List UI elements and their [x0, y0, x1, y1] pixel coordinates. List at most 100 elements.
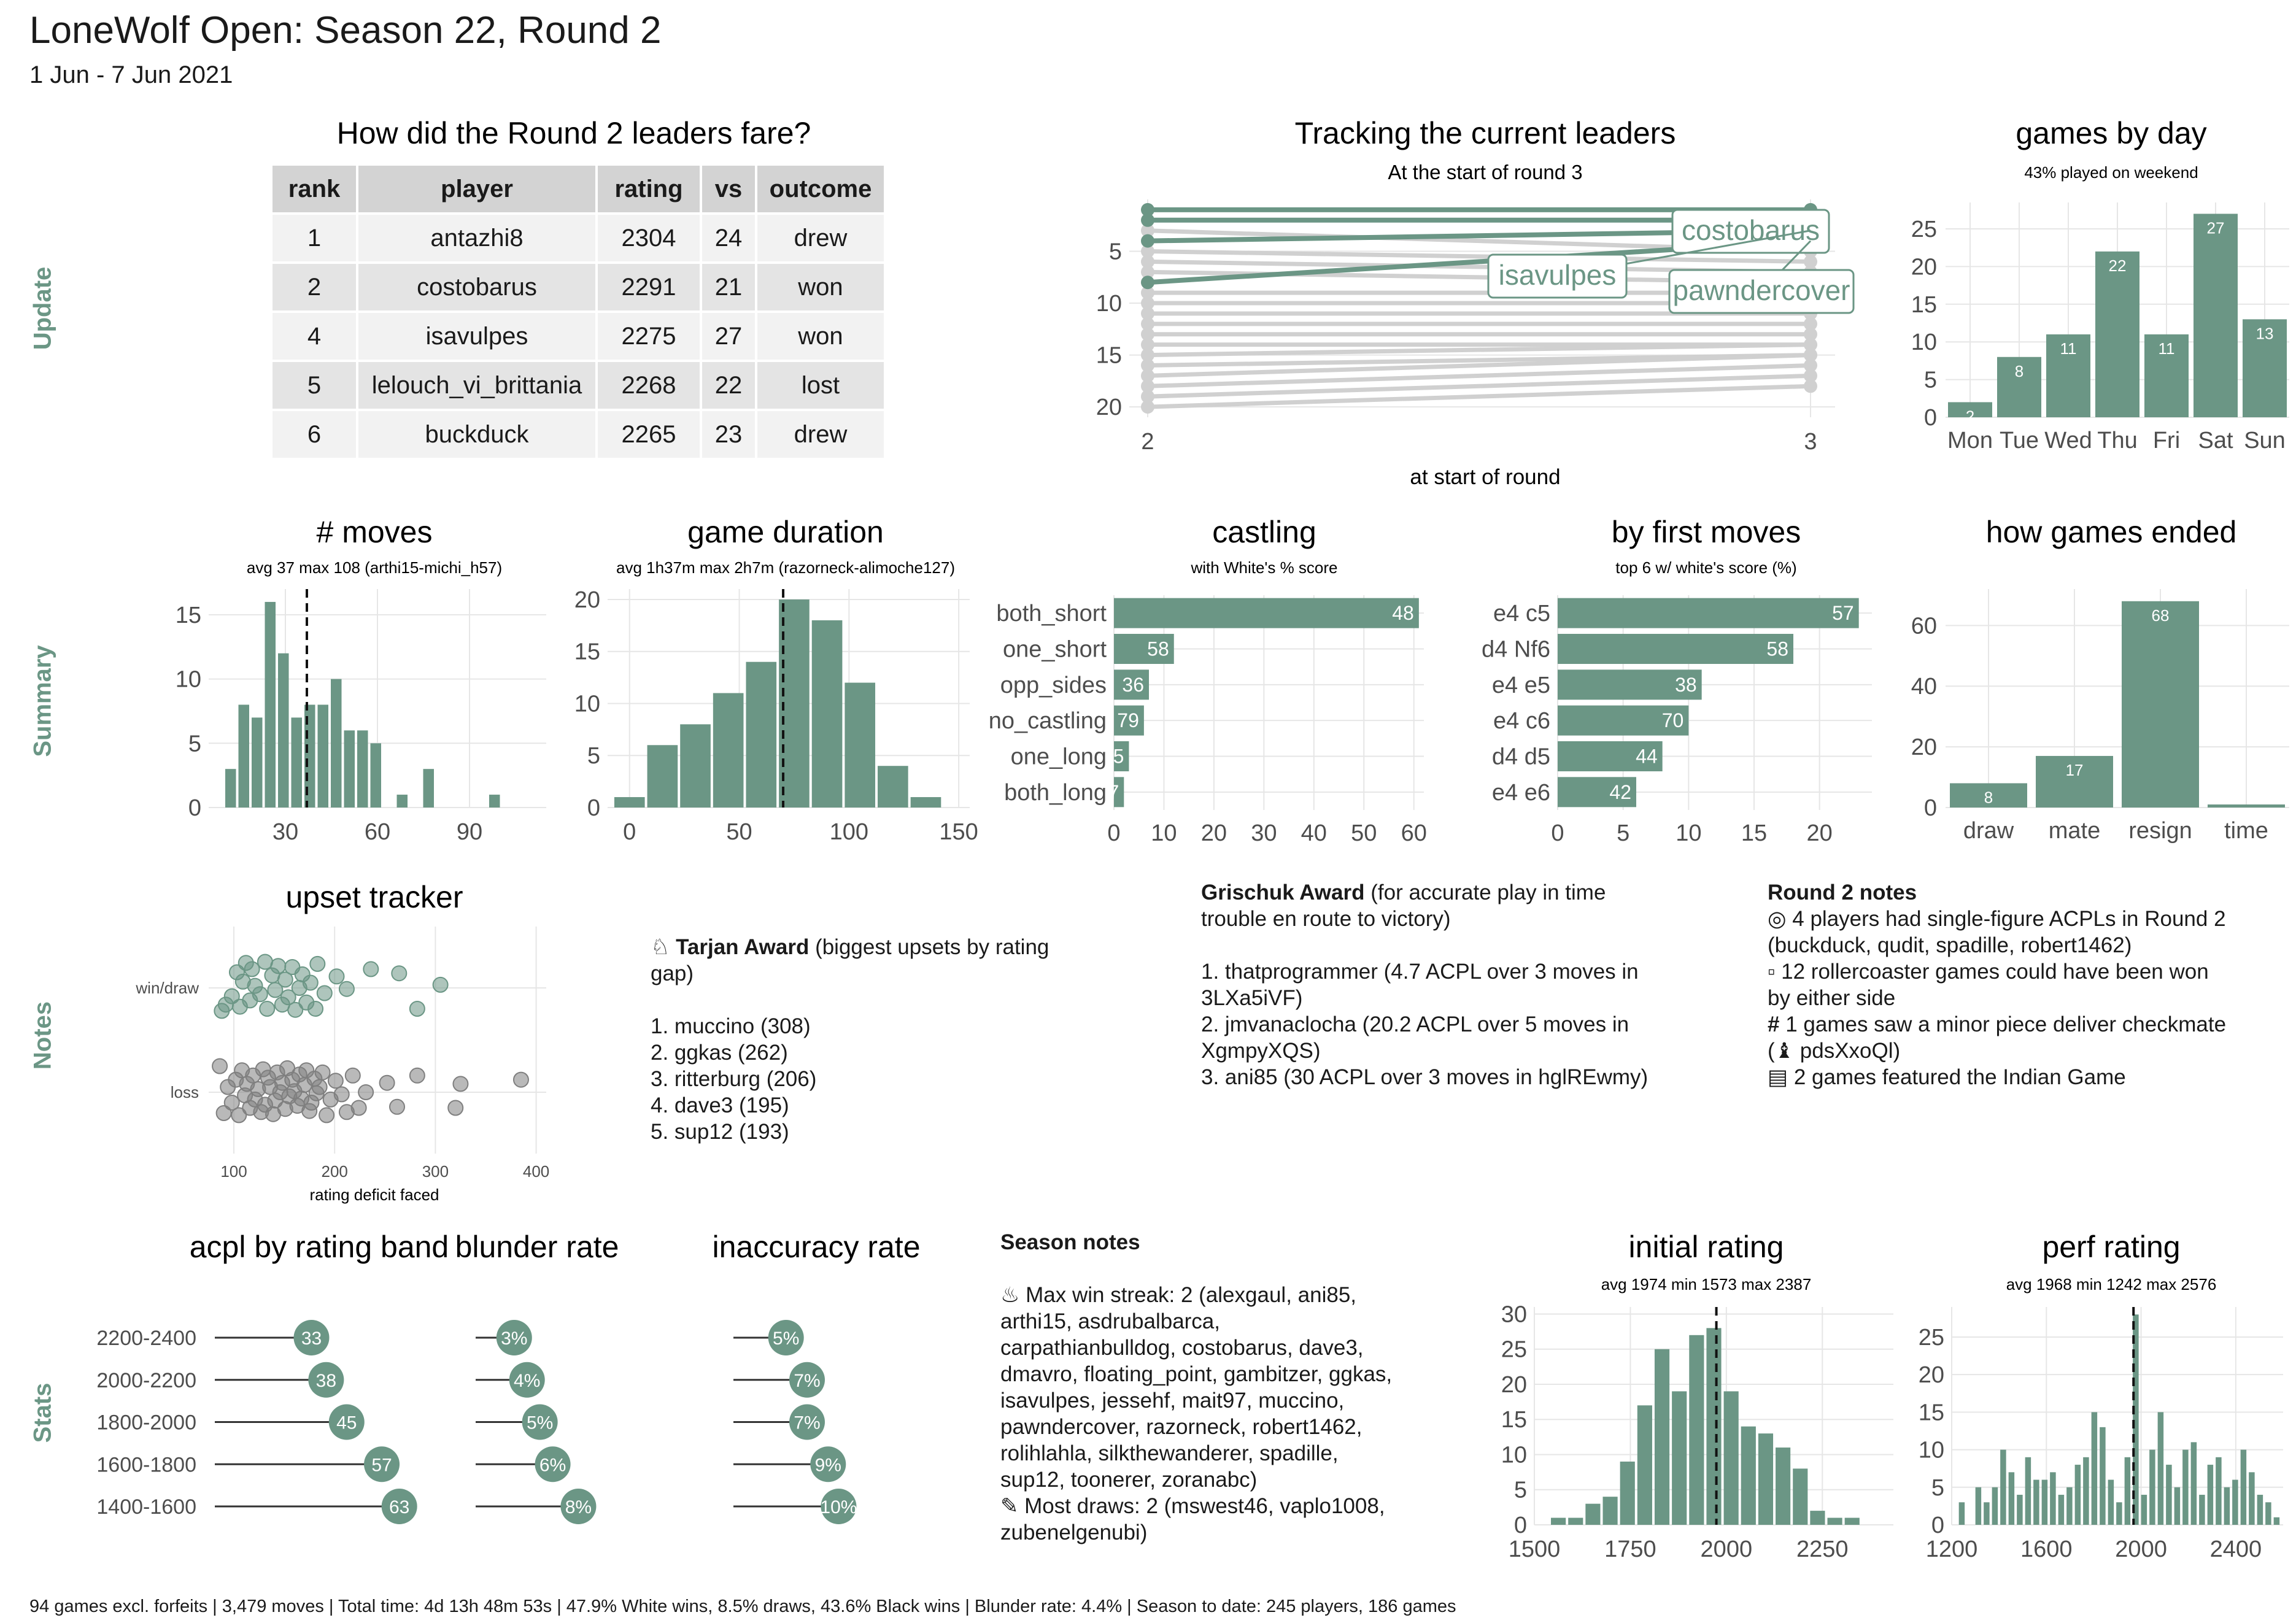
data-label: 7%: [794, 1371, 820, 1391]
data-label: 44: [1636, 746, 1658, 768]
scatter-point: [223, 1095, 240, 1111]
histogram-bar: [2050, 1472, 2056, 1525]
list-item: XgmpyXQS): [1201, 1039, 1321, 1063]
scatter-point: [270, 958, 287, 974]
series-point: [1141, 296, 1154, 310]
scatter-point: [267, 982, 284, 998]
x-tick-label: 30: [1251, 820, 1277, 846]
histogram-bar: [2190, 1442, 2197, 1525]
castling-chart: 0 10 20 30 40 50 60 48 both_short 58 one_short 36 op…: [989, 595, 1427, 846]
lollipop-point: [308, 1362, 344, 1398]
x-tick-label: 1600: [2020, 1536, 2073, 1562]
tracking-xlabel: at start of round: [1410, 465, 1561, 489]
tracking-title: Tracking the current leaders: [1294, 116, 1676, 150]
tracking-subtitle: At the start of round 3: [1388, 161, 1583, 183]
histogram-bar: [1672, 1391, 1687, 1525]
scatter-point: [327, 1073, 344, 1089]
series-line: [1147, 249, 1811, 264]
histogram-bar: [845, 682, 876, 808]
y-tick-label: one_short: [1003, 637, 1107, 663]
y-tick-label: 20: [1096, 395, 1122, 420]
series-point: [1141, 286, 1154, 300]
y-tick-label: 10: [176, 667, 201, 693]
list-item: 3. ani85 (30 ACPL over 3 moves in hglREw…: [1201, 1065, 1649, 1089]
season-notes-heading: Season notes: [1000, 1230, 1140, 1254]
scatter-point: [452, 1076, 469, 1092]
row-label-update: Update: [29, 266, 56, 350]
x-tick-label: 10: [1151, 820, 1177, 846]
column-header: rank: [273, 166, 356, 212]
x-tick-label: 2250: [1796, 1536, 1849, 1562]
histogram-bar: [1758, 1433, 1774, 1525]
bar: [2144, 334, 2189, 417]
footer-summary: 94 games excl. forfeits | 3,479 moves | …: [29, 1597, 1456, 1616]
scatter-point: [409, 1067, 425, 1084]
histogram-bar: [2273, 1517, 2280, 1525]
lollipop-point: [768, 1320, 804, 1355]
bar: [2194, 214, 2238, 417]
bar: [2122, 601, 2199, 808]
y-tick-label: 25: [1919, 1325, 1944, 1351]
list-item: 1. thatprogrammer (4.7 ACPL over 3 moves…: [1201, 960, 1639, 984]
acpl-chart: 2200-2400 33 2000-2200 38 1800-2000 45 1600-18…: [96, 1320, 417, 1524]
x-tick-label: 100: [220, 1162, 247, 1181]
y-tick-label: 0: [188, 795, 201, 821]
data-label: 79: [1117, 709, 1139, 731]
table-cell: lelouch_vi_brittania: [358, 362, 595, 409]
bar: [2243, 319, 2287, 417]
bar: [1558, 598, 1859, 628]
scatter-point: [338, 981, 355, 997]
x-tick-label: 60: [1401, 820, 1427, 846]
scatter-point: [512, 1071, 529, 1088]
series-point: [1804, 348, 1817, 362]
scatter-point: [447, 1100, 464, 1116]
data-label: 5%: [773, 1328, 799, 1349]
x-tick-label: resign: [2128, 818, 2192, 844]
histogram-bar: [278, 653, 289, 808]
x-tick-label: 0: [1107, 820, 1120, 846]
data-label: 7%: [794, 1413, 820, 1433]
x-tick-label: 100: [830, 819, 868, 845]
y-tick-label: d4 d5: [1492, 744, 1550, 770]
scatter-point: [311, 1079, 328, 1095]
data-label: 5%: [527, 1413, 553, 1433]
data-label: 27: [2207, 218, 2225, 237]
y-tick-label: 20: [1911, 254, 1937, 280]
y-tick-label: 40: [1911, 674, 1937, 700]
x-tick-label: Fri: [2153, 428, 2180, 453]
round-notes: Round 2 notes ◎ 4 players had single-fig…: [1768, 881, 2227, 1089]
histogram-bar: [1984, 1502, 1990, 1525]
lollipop-point: [381, 1489, 417, 1524]
histogram-bar: [2257, 1495, 2263, 1525]
scatter-point: [231, 1107, 247, 1124]
x-tick-label: Sat: [2198, 428, 2233, 453]
histogram-bar: [2116, 1502, 2122, 1525]
lollipop-point: [789, 1362, 825, 1398]
tarjan-award-note: ♘ Tarjan Award (biggest upsets by rating…: [651, 934, 1049, 1145]
scatter-point: [314, 1064, 331, 1081]
table-row: 4 isavulpes 2275 27 won: [273, 313, 884, 360]
histogram-bar: [713, 693, 744, 808]
histogram-bar: [238, 704, 249, 808]
histogram-bar: [878, 766, 908, 808]
histogram-bar: [2066, 1487, 2073, 1525]
x-tick-label: Wed: [2044, 428, 2092, 453]
scatter-point: [252, 986, 268, 1003]
upsets-xlabel: rating deficit faced: [309, 1185, 439, 1204]
scatter-point: [212, 1058, 228, 1074]
y-tick-label: both_short: [996, 601, 1107, 626]
scatter-point: [358, 1084, 374, 1100]
histogram-bar: [252, 717, 263, 808]
games-by-day-chart: 0 5 10 15 20 25 2 Mon 8 Tue 11 Wed 22 Thu 11 Fri 27 Sat 13…: [1911, 202, 2289, 453]
series-point-highlight: [1141, 202, 1154, 217]
histogram-bar: [1958, 1502, 1965, 1525]
data-label: 11: [2159, 339, 2175, 358]
pencil-icon: ✎: [1000, 1494, 1019, 1518]
lollipop-point: [509, 1362, 545, 1398]
series-line: [1147, 363, 1811, 388]
data-label: 8: [2015, 362, 2023, 380]
castling-title: castling: [1212, 515, 1316, 549]
y-tick-label: 5: [587, 743, 600, 769]
x-tick-label: 20: [1807, 820, 1833, 846]
season-notes: Season notes ♨ Max win streak: 2 (alexga…: [1000, 1229, 1392, 1546]
